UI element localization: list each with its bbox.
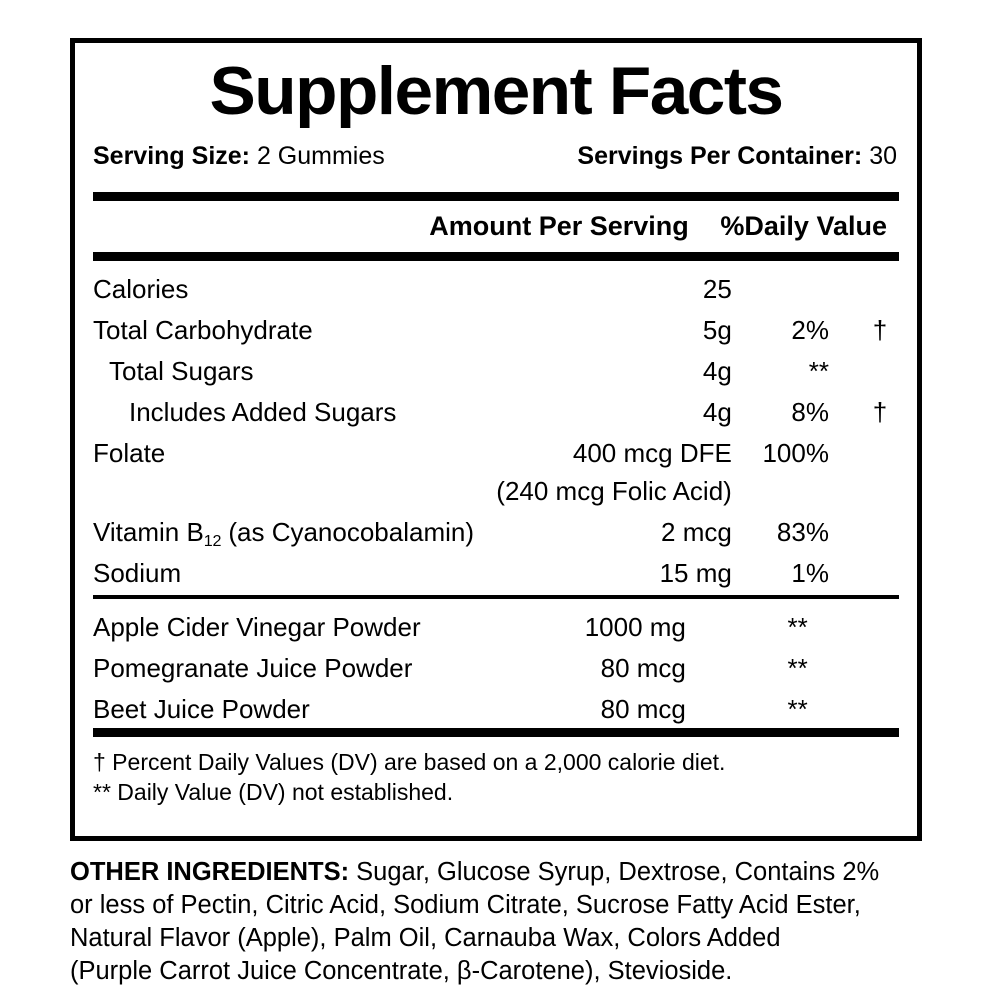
footnote-dagger: † Percent Daily Values (DV) are based on…	[93, 749, 726, 776]
rule-above-botanicals	[93, 595, 899, 600]
table-row: Folate 400 mcg DFE 100%	[93, 425, 899, 466]
table-row: Beet Juice Powder 80 mcg **	[93, 681, 899, 722]
nutrient-amount: 400 mcg DFE	[572, 438, 732, 469]
footnotes: † Percent Daily Values (DV) are based on…	[93, 737, 899, 807]
nutrient-footnote-marker	[861, 504, 899, 545]
serving-size: Serving Size: 2 Gummies	[93, 143, 385, 169]
nutrient-name-subscript: 12	[203, 532, 222, 551]
servings-per-container-value: 30	[869, 142, 897, 170]
nutrient-name: Folate	[93, 438, 166, 469]
nutrient-name: Vitamin B12 (as Cyanocobalamin)	[93, 504, 496, 549]
supplement-facts-panel: Supplement Facts Serving Size: 2 Gummies…	[70, 38, 922, 841]
botanical-name: Apple Cider Vinegar Powder	[93, 612, 421, 643]
botanical-footnote-marker	[840, 640, 899, 681]
nutrient-name: Includes Added Sugars	[129, 397, 397, 428]
botanical-name: Beet Juice Powder	[93, 694, 310, 725]
other-ingredients-line-1-text: Sugar, Glucose Syrup, Dextrose, Contains…	[349, 858, 880, 886]
botanical-dv: **	[787, 653, 808, 684]
nutrient-dv: **	[808, 356, 829, 387]
nutrient-amount: 4g	[702, 356, 732, 387]
other-ingredients-line-3: Natural Flavor (Apple), Palm Oil, Carnau…	[70, 924, 781, 953]
nutrient-name: Total Carbohydrate	[93, 315, 313, 346]
nutrient-amount: 4g	[702, 397, 732, 428]
botanical-amount: 1000 mg	[584, 612, 686, 643]
table-row: Vitamin B12 (as Cyanocobalamin) 2 mcg 83…	[93, 504, 899, 549]
botanical-footnote-marker	[840, 681, 899, 722]
nutrient-amount-secondary: (240 mcg Folic Acid)	[496, 476, 732, 507]
nutrient-amount: 5g	[702, 315, 732, 346]
nutrient-amount: 15 mg	[659, 558, 732, 589]
table-row: Total Sugars 4g **	[93, 343, 899, 384]
servings-per-container: Servings Per Container: 30	[577, 143, 897, 169]
other-ingredients-heading: OTHER INGREDIENTS:	[70, 858, 350, 886]
nutrient-name: Sodium	[93, 558, 182, 589]
nutrient-amount: 2 mcg	[661, 517, 732, 548]
nutrient-dv: 83%	[776, 517, 829, 548]
botanical-name: Pomegranate Juice Powder	[93, 653, 413, 684]
other-ingredients-line-4: (Purple Carrot Juice Concentrate, β-Caro…	[70, 957, 733, 986]
table-row: (240 mcg Folic Acid)	[93, 466, 899, 504]
servings-per-container-label: Servings Per Container:	[577, 142, 863, 170]
nutrient-dv	[734, 261, 861, 302]
botanical-amount: 80 mcg	[600, 653, 686, 684]
nutrient-footnote-marker	[861, 261, 899, 302]
other-ingredients-line-2: or less of Pectin, Citric Acid, Sodium C…	[70, 891, 861, 920]
footnote-double-asterisk: ** Daily Value (DV) not established.	[93, 778, 454, 805]
table-row: Includes Added Sugars 4g 8% †	[93, 384, 899, 425]
spacer	[93, 586, 899, 595]
spacer	[93, 169, 899, 178]
rule-above-headers	[93, 192, 899, 202]
nutrient-footnote-marker	[861, 466, 899, 504]
table-row: Sodium 15 mg 1%	[93, 545, 899, 586]
nutrient-footnote-marker: †	[872, 397, 888, 428]
nutrient-dv: 1%	[791, 558, 829, 589]
table-row: Apple Cider Vinegar Powder 1000 mg **	[93, 599, 899, 640]
nutrient-footnote-marker	[861, 425, 899, 466]
table-row: Calories 25	[93, 261, 899, 302]
nutrient-name	[93, 466, 496, 504]
botanical-rows-table: Apple Cider Vinegar Powder 1000 mg ** Po…	[93, 599, 899, 722]
botanical-amount: 80 mcg	[600, 694, 686, 725]
nutrient-name: Calories	[93, 274, 189, 305]
table-row: Total Carbohydrate 5g 2% †	[93, 302, 899, 343]
other-ingredients-block: OTHER INGREDIENTS: Sugar, Glucose Syrup,…	[70, 856, 930, 989]
nutrient-name-prefix: Vitamin B	[93, 517, 204, 548]
nutrient-rows-table: Calories 25 Total Carbohydrate 5g 2% † T…	[93, 261, 899, 586]
table-row: Pomegranate Juice Powder 80 mcg **	[93, 640, 899, 681]
botanical-dv: **	[787, 612, 808, 643]
nutrient-dv: 100%	[762, 438, 829, 469]
nutrient-name-suffix: (as Cyanocobalamin)	[221, 517, 475, 548]
nutrient-dv	[734, 466, 861, 504]
botanical-dv: **	[787, 694, 808, 725]
nutrition-table: Amount Per Serving %Daily Value	[93, 201, 899, 252]
botanical-footnote-marker	[840, 599, 899, 640]
rule-below-headers	[93, 252, 899, 262]
serving-size-value: 2 Gummies	[256, 142, 385, 170]
nutrient-footnote-marker: †	[872, 315, 888, 346]
rule-above-footnotes	[93, 728, 899, 738]
nutrient-dv: 8%	[791, 397, 829, 428]
header-percent-daily-value: %Daily Value	[720, 211, 887, 242]
table-header-row: Amount Per Serving %Daily Value	[93, 201, 899, 252]
header-spacer	[93, 201, 429, 252]
nutrient-name: Total Sugars	[109, 356, 254, 387]
nutrient-footnote-marker	[861, 343, 899, 384]
serving-info-row: Serving Size: 2 Gummies Servings Per Con…	[93, 143, 899, 169]
other-ingredients-line-1: OTHER INGREDIENTS: Sugar, Glucose Syrup,…	[70, 856, 930, 889]
nutrient-footnote-marker	[861, 545, 899, 586]
nutrient-amount: 25	[702, 274, 732, 305]
page-title: Supplement Facts	[209, 53, 784, 129]
nutrient-dv: 2%	[791, 315, 829, 346]
header-amount-per-serving: Amount Per Serving	[429, 211, 689, 242]
serving-size-label: Serving Size:	[93, 142, 250, 170]
panel-inner: Supplement Facts Serving Size: 2 Gummies…	[75, 43, 917, 836]
